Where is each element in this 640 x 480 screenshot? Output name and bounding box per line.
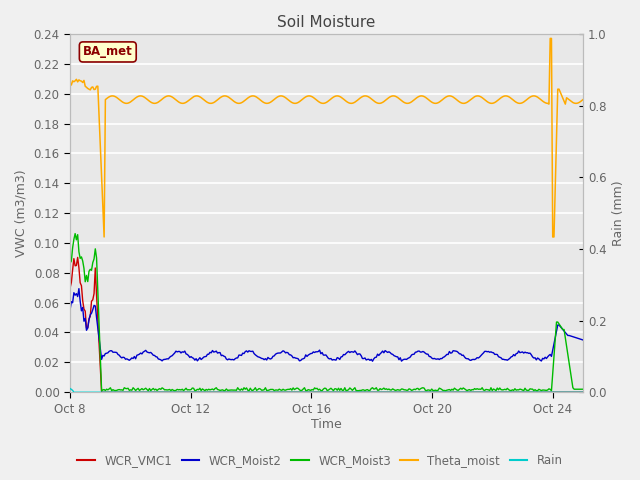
Y-axis label: VWC (m3/m3): VWC (m3/m3) <box>15 169 28 257</box>
Y-axis label: Rain (mm): Rain (mm) <box>612 180 625 246</box>
X-axis label: Time: Time <box>311 419 342 432</box>
Legend: WCR_VMC1, WCR_Moist2, WCR_Moist3, Theta_moist, Rain: WCR_VMC1, WCR_Moist2, WCR_Moist3, Theta_… <box>72 449 568 472</box>
Title: Soil Moisture: Soil Moisture <box>277 15 376 30</box>
Text: BA_met: BA_met <box>83 46 132 59</box>
